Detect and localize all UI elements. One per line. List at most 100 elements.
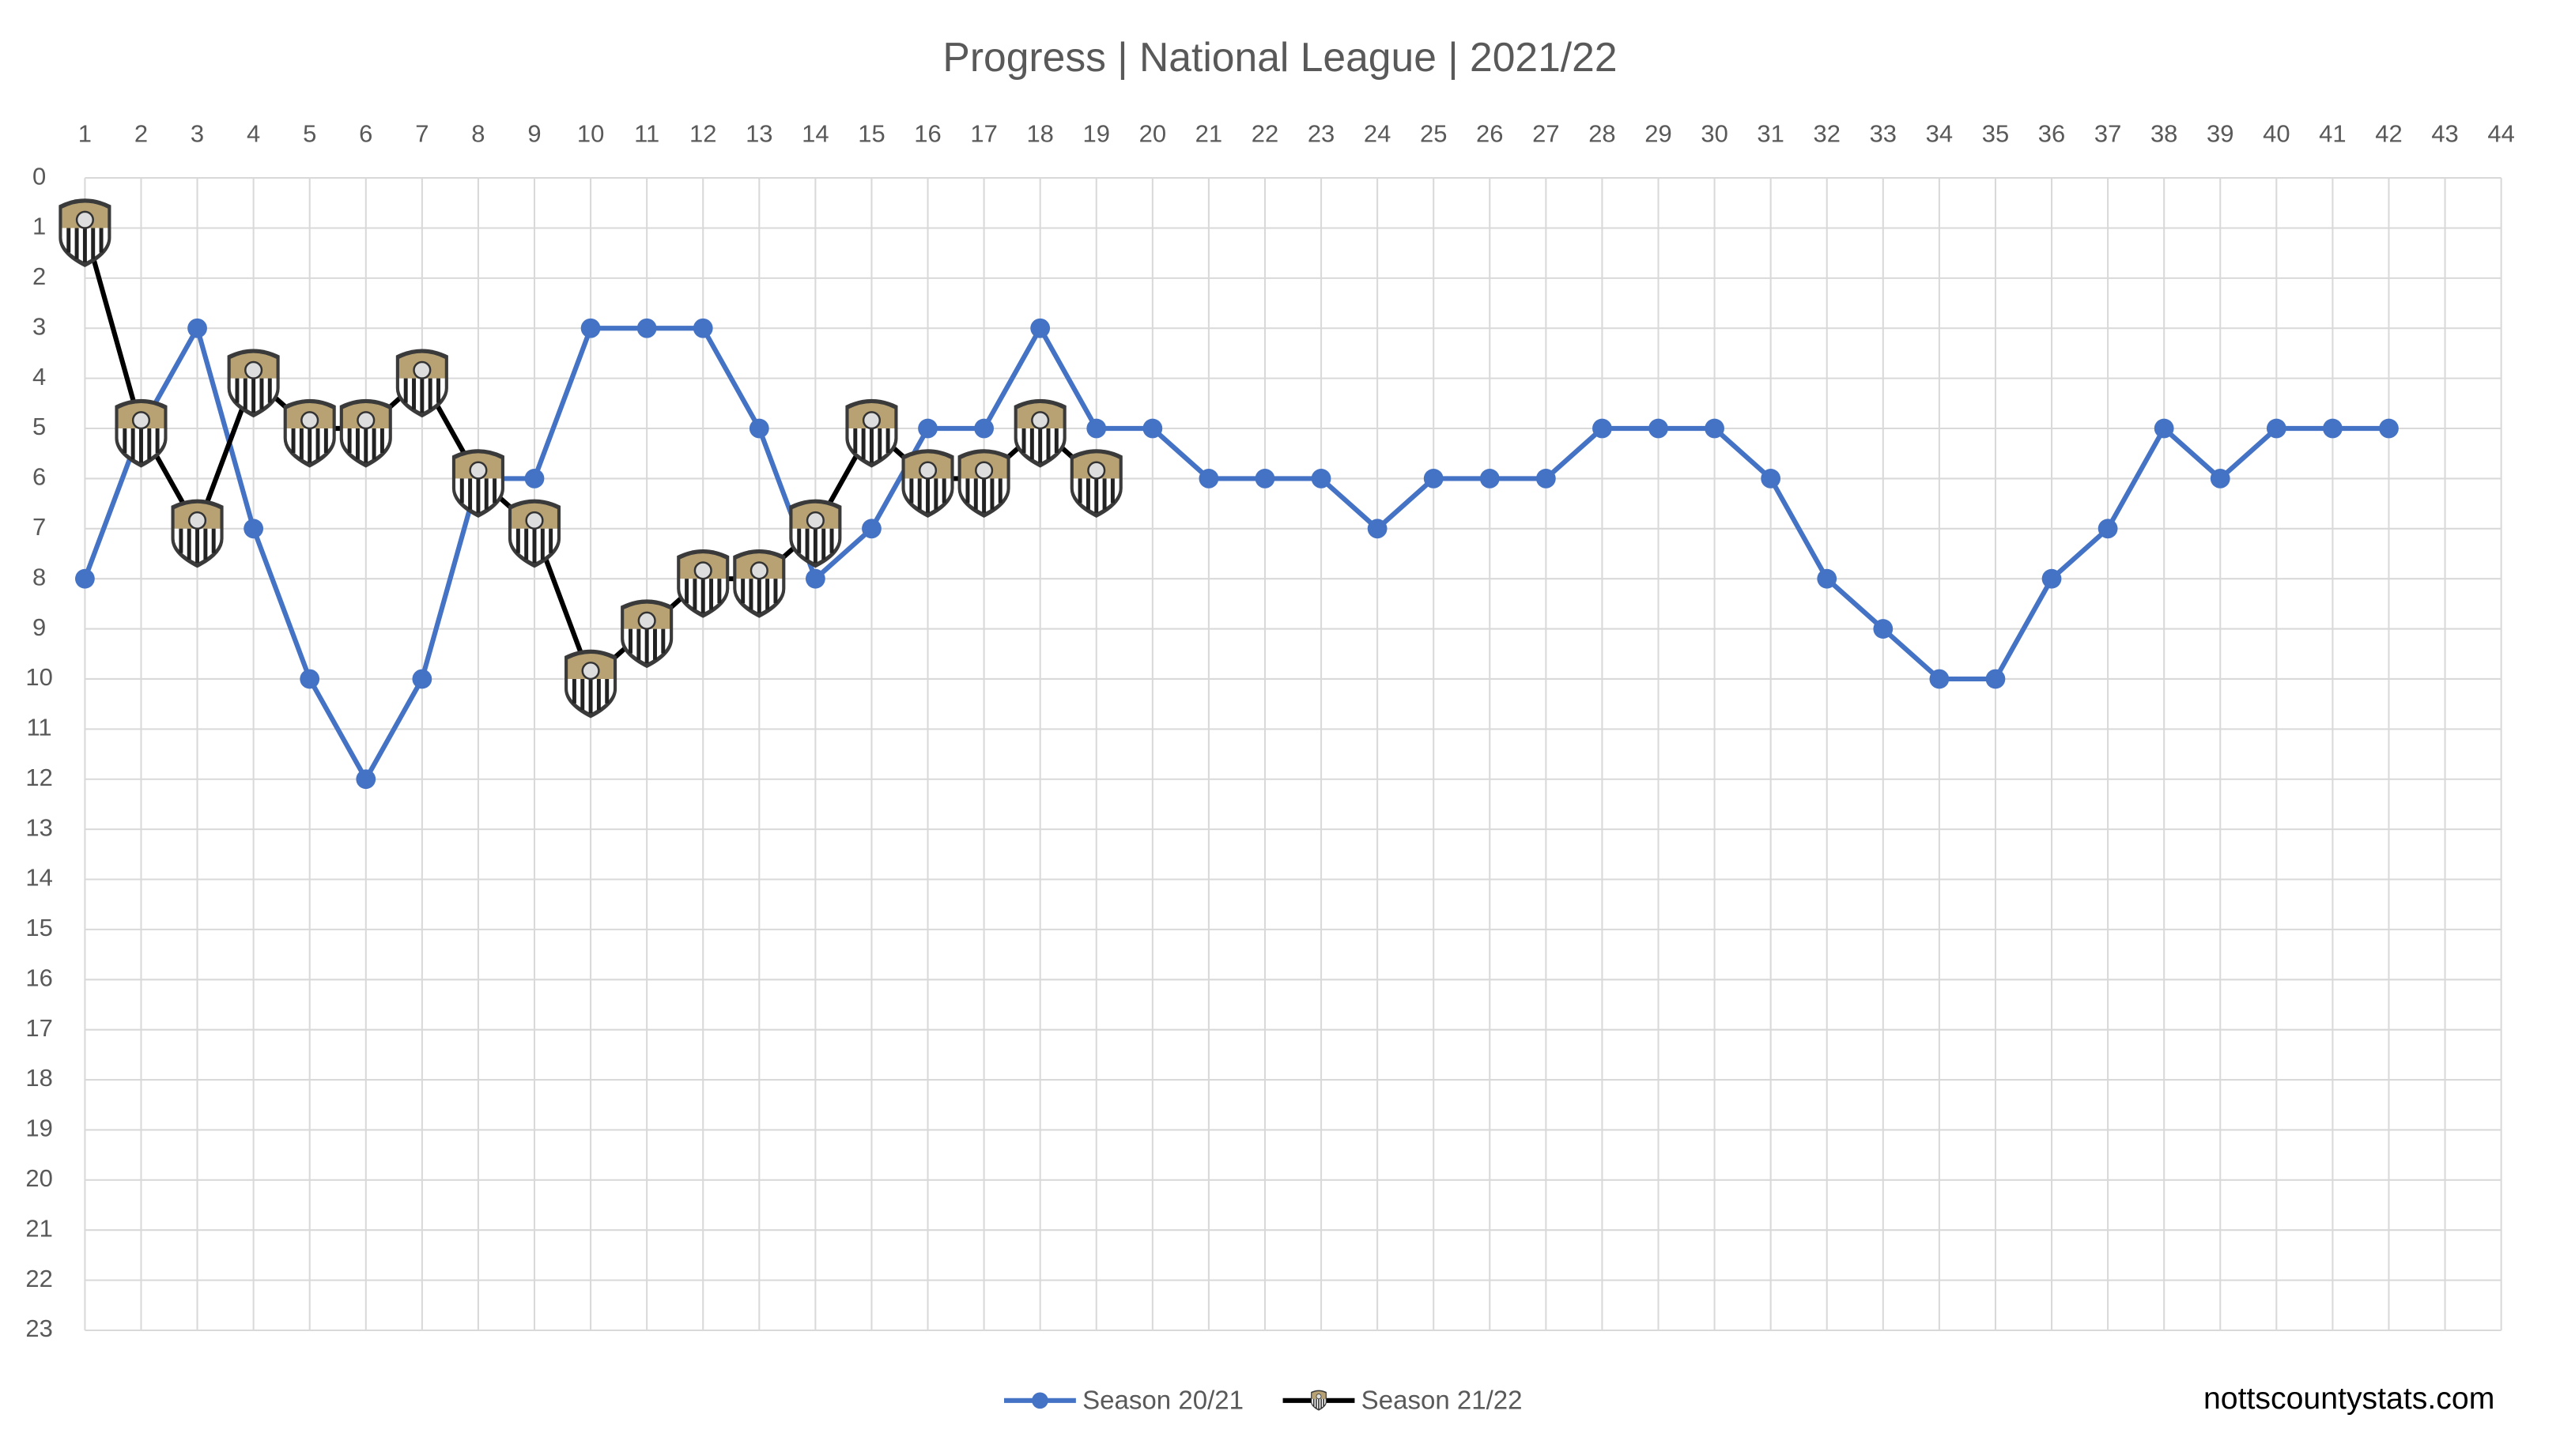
badge-marker: [1014, 399, 1067, 468]
x-tick-label: 41: [2319, 120, 2346, 148]
x-tick-label: 18: [1026, 120, 1053, 148]
chart-title: Progress | National League | 2021/22: [942, 34, 1617, 80]
y-tick-label: 0: [32, 162, 46, 190]
point-marker: [2379, 418, 2399, 439]
y-tick-label: 17: [25, 1014, 52, 1042]
point-marker: [2210, 469, 2230, 488]
x-tick-label: 40: [2263, 120, 2290, 148]
x-tick-label: 19: [1083, 120, 1110, 148]
point-marker: [2097, 519, 2118, 539]
y-tick-label: 16: [25, 964, 52, 991]
y-tick-label: 23: [25, 1315, 52, 1342]
point-marker: [862, 519, 882, 539]
point-marker: [636, 318, 657, 338]
point-marker: [805, 568, 825, 589]
badge-marker: [733, 549, 785, 618]
point-marker: [300, 669, 320, 689]
point-marker: [356, 769, 376, 790]
point-marker: [1873, 619, 1894, 639]
x-tick-label: 21: [1195, 120, 1222, 148]
point-marker: [1255, 469, 1275, 488]
x-tick-label: 17: [970, 120, 997, 148]
x-tick-label: 37: [2094, 120, 2121, 148]
y-tick-label: 3: [32, 312, 46, 340]
point-marker: [1086, 418, 1107, 439]
x-tick-label: 14: [802, 120, 829, 148]
x-tick-label: 34: [1926, 120, 1953, 148]
credit: nottscountystats.com: [2203, 1381, 2494, 1416]
point-marker: [1985, 669, 2006, 689]
y-tick-label: 7: [32, 513, 46, 541]
y-tick-label: 22: [25, 1265, 52, 1292]
point-marker: [75, 568, 95, 589]
legend-marker: [1310, 1389, 1327, 1412]
y-tick-label: 11: [27, 714, 52, 741]
badge-marker: [284, 399, 336, 468]
badge-marker: [621, 599, 673, 668]
point-marker: [1030, 318, 1051, 338]
y-tick-label: 1: [32, 213, 46, 240]
x-tick-label: 27: [1532, 120, 1559, 148]
legend-label: Season 21/22: [1361, 1386, 1523, 1416]
y-tick-label: 18: [25, 1064, 52, 1092]
x-tick-label: 6: [359, 120, 372, 148]
point-marker: [749, 418, 769, 439]
x-tick-label: 38: [2150, 120, 2177, 148]
x-tick-label: 7: [415, 120, 429, 148]
point-marker: [1423, 469, 1444, 488]
x-tick-label: 43: [2431, 120, 2458, 148]
point-marker: [2041, 568, 2062, 589]
point-marker: [580, 318, 601, 338]
y-tick-label: 20: [25, 1164, 52, 1192]
x-tick-label: 10: [577, 120, 604, 148]
point-marker: [1367, 519, 1388, 539]
x-tick-label: 12: [689, 120, 716, 148]
x-tick-label: 44: [2487, 120, 2514, 148]
x-tick-label: 15: [858, 120, 885, 148]
y-tick-label: 9: [32, 613, 46, 641]
badge-marker: [508, 500, 561, 568]
badge-marker: [564, 650, 617, 719]
point-marker: [693, 318, 713, 338]
point-marker: [918, 418, 938, 439]
y-tick-label: 4: [32, 363, 46, 390]
x-tick-label: 31: [1757, 120, 1784, 148]
badge-marker: [228, 349, 280, 417]
y-tick-label: 2: [32, 262, 46, 290]
point-marker: [412, 669, 432, 689]
x-tick-label: 23: [1308, 120, 1335, 148]
x-tick-label: 5: [303, 120, 316, 148]
x-tick-label: 25: [1420, 120, 1447, 148]
x-tick-label: 42: [2375, 120, 2402, 148]
point-marker: [2266, 418, 2286, 439]
point-marker: [1199, 469, 1219, 488]
point-marker: [2154, 418, 2174, 439]
point-marker: [1142, 418, 1163, 439]
x-tick-label: 24: [1364, 120, 1391, 148]
y-tick-label: 13: [25, 813, 52, 841]
point-marker: [974, 418, 994, 439]
point-marker: [187, 318, 207, 338]
legend-marker: [1032, 1392, 1048, 1409]
point-marker: [1479, 469, 1500, 488]
x-tick-label: 13: [746, 120, 772, 148]
y-tick-label: 19: [25, 1115, 52, 1142]
point-marker: [1311, 469, 1331, 488]
y-tick-label: 15: [25, 914, 52, 941]
x-tick-label: 32: [1814, 120, 1841, 148]
point-marker: [1535, 469, 1556, 488]
y-tick-label: 5: [32, 413, 46, 440]
badge-marker: [340, 399, 392, 468]
point-marker: [244, 519, 264, 539]
x-tick-label: 30: [1701, 120, 1727, 148]
x-tick-label: 4: [247, 120, 260, 148]
badge-marker: [59, 198, 111, 267]
point-marker: [2323, 418, 2343, 439]
x-tick-label: 3: [191, 120, 204, 148]
point-marker: [1705, 418, 1724, 439]
x-tick-label: 28: [1588, 120, 1615, 148]
point-marker: [1817, 568, 1837, 589]
x-tick-label: 39: [2207, 120, 2233, 148]
